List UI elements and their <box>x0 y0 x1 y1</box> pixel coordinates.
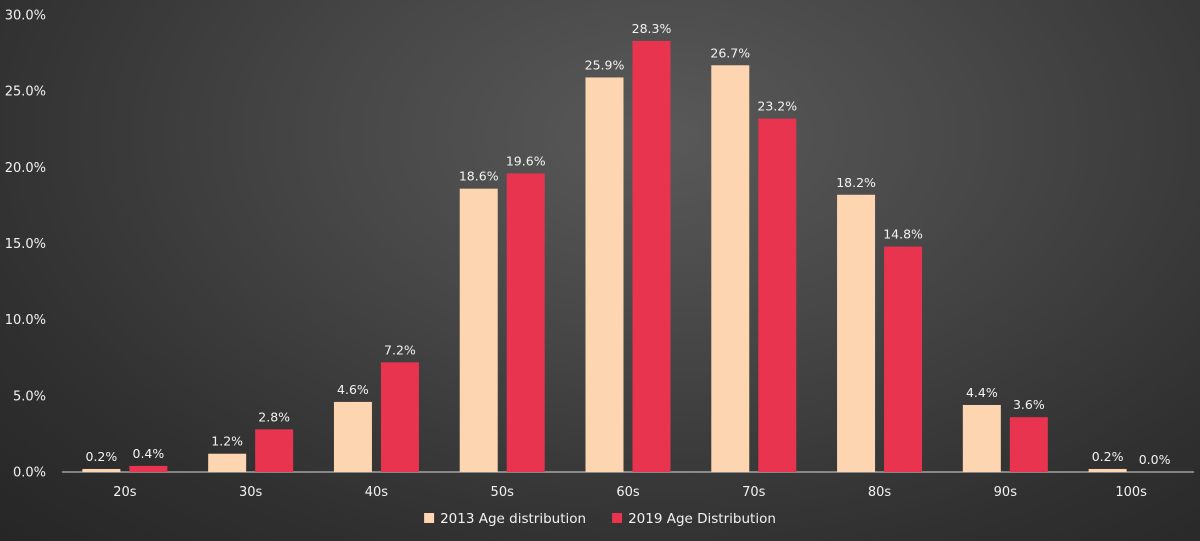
data-label: 3.6% <box>1013 397 1045 412</box>
legend-swatch <box>424 513 435 523</box>
bar-series-2 <box>758 118 797 472</box>
data-label: 14.8% <box>883 227 923 242</box>
data-label: 28.3% <box>632 21 672 36</box>
bar-series-2 <box>1009 417 1048 472</box>
x-tick-label: 70s <box>742 485 766 500</box>
bar-series-1 <box>962 404 1001 472</box>
y-tick-label: 5.0% <box>13 389 46 404</box>
bar-series-1 <box>459 188 498 472</box>
data-label: 0.2% <box>86 449 118 464</box>
data-label: 25.9% <box>585 57 625 72</box>
data-label: 0.4% <box>133 446 165 461</box>
y-axis: 0.0% 5.0% 10.0% 15.0% 20.0% 25.0% 30.0% <box>5 9 46 481</box>
data-label: 18.6% <box>459 169 499 184</box>
legend: 2013 Age distribution 2019 Age Distributi… <box>424 511 776 527</box>
bars-group <box>82 40 1127 473</box>
bar-series-1 <box>1088 468 1127 472</box>
x-axis: 20s 30s 40s 50s 60s 70s 80s 90s 100s <box>62 471 1194 500</box>
data-label: 23.2% <box>757 99 797 114</box>
y-tick-label: 25.0% <box>5 85 46 100</box>
data-label: 2.8% <box>258 409 290 424</box>
bar-series-2 <box>884 246 923 472</box>
bar-series-1 <box>837 194 876 472</box>
data-label: 0.0% <box>1139 452 1171 467</box>
data-label: 7.2% <box>384 342 416 357</box>
bar-series-2 <box>255 429 294 472</box>
x-tick-label: 30s <box>239 485 263 500</box>
y-tick-label: 10.0% <box>5 313 46 328</box>
x-tick-label: 60s <box>616 485 640 500</box>
bar-series-1 <box>333 401 372 472</box>
bar-series-1 <box>208 453 247 472</box>
y-tick-label: 0.0% <box>13 466 46 481</box>
legend-label: 2019 Age Distribution <box>628 511 776 527</box>
bar-series-2 <box>380 362 419 472</box>
bar-series-2 <box>129 465 168 472</box>
bar-series-1 <box>711 65 750 473</box>
data-label: 4.4% <box>966 385 998 400</box>
legend-label: 2013 Age distribution <box>440 511 586 527</box>
data-label: 4.6% <box>337 382 369 397</box>
bar-series-1 <box>82 468 121 472</box>
y-tick-label: 30.0% <box>5 9 46 24</box>
bar-series-2 <box>632 40 671 472</box>
x-tick-label: 40s <box>365 485 389 500</box>
legend-swatch <box>612 513 623 523</box>
y-tick-label: 20.0% <box>5 161 46 176</box>
data-label: 0.2% <box>1092 449 1124 464</box>
bar-series-1 <box>585 77 624 472</box>
data-label: 26.7% <box>710 45 750 60</box>
x-tick-label: 100s <box>1115 485 1147 500</box>
bar-series-2 <box>506 173 545 472</box>
x-tick-label: 80s <box>868 485 892 500</box>
x-tick-label: 20s <box>113 485 137 500</box>
data-labels-group: 0.2% 1.2% 4.6% 18.6% 25.9% 26.7% 18.2% 4.4% 0.2%… <box>86 21 1171 467</box>
x-tick-label: 90s <box>994 485 1018 500</box>
data-label: 1.2% <box>211 434 243 449</box>
data-label: 18.2% <box>836 175 876 190</box>
x-tick-label: 50s <box>491 485 515 500</box>
y-tick-label: 15.0% <box>5 237 46 252</box>
data-label: 19.6% <box>506 153 546 168</box>
